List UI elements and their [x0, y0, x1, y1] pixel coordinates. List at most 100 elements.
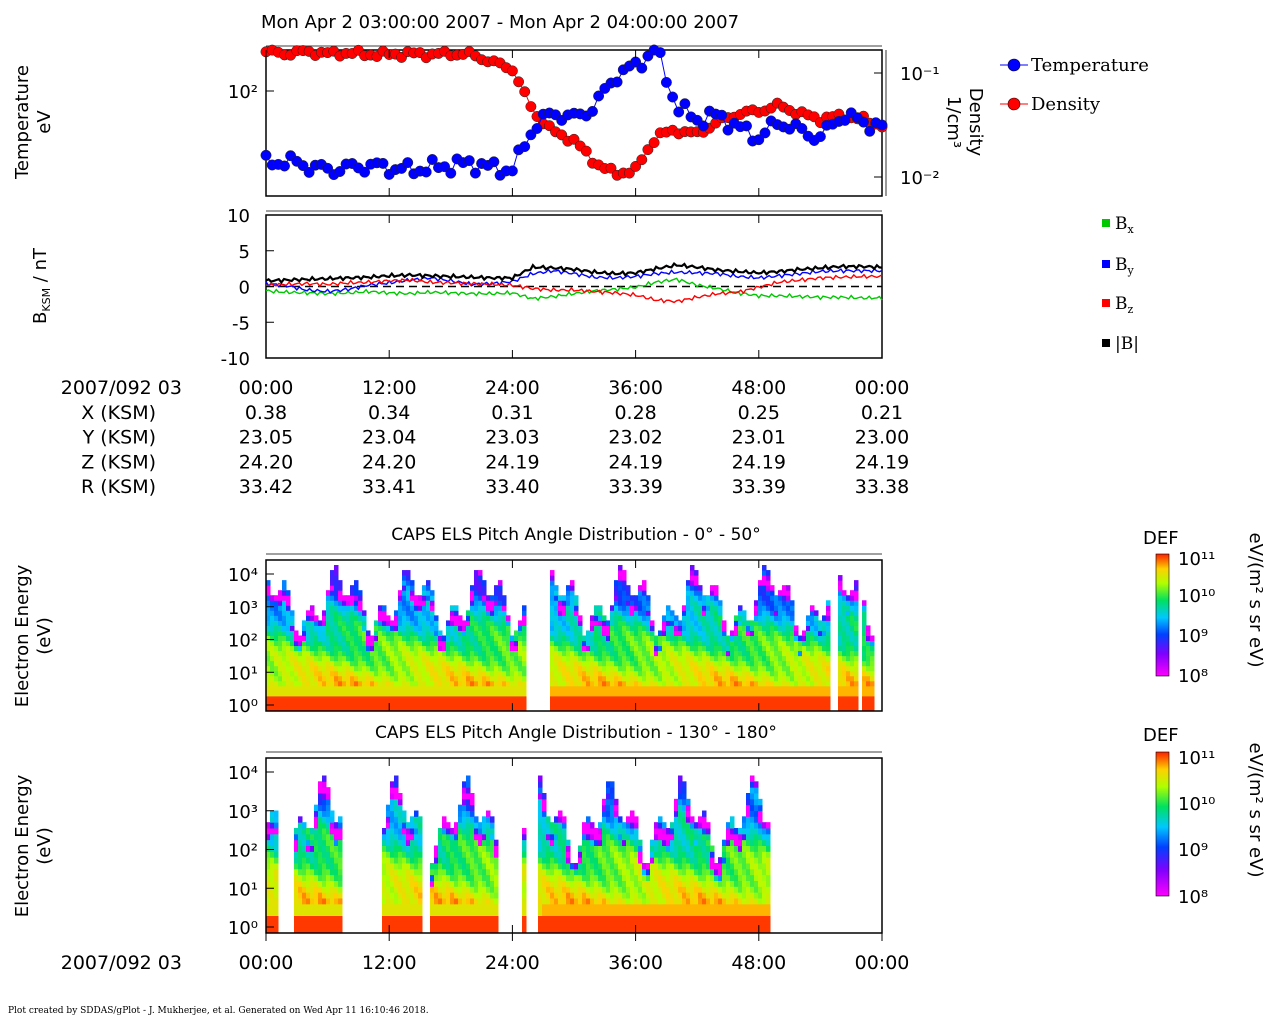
spectrogram-cell	[574, 898, 579, 905]
temperature-point	[463, 155, 475, 167]
spectrogram-cell	[710, 640, 715, 647]
spectrogram-cell	[554, 615, 559, 621]
spectrogram-cell	[626, 903, 631, 911]
spectrogram-cell	[410, 595, 415, 601]
spectrogram-cell	[490, 927, 495, 934]
spectrogram-cell	[394, 927, 399, 934]
spectrogram-cell	[394, 816, 399, 823]
spectrogram-cell	[754, 620, 759, 626]
spectrogram-cell	[310, 610, 315, 616]
spectrogram-cell	[346, 620, 351, 626]
spectrogram-cell	[454, 822, 459, 829]
spectrogram-cell	[618, 665, 623, 672]
spectrogram-cell	[770, 600, 775, 606]
ephemeris-row-label: Z (KSM)	[81, 451, 156, 473]
spectrogram-cell	[806, 630, 811, 636]
spectrogram-cell	[790, 655, 795, 662]
spectrogram-cell	[330, 640, 335, 647]
spectrogram-cell	[642, 675, 647, 682]
spectrogram-cell	[398, 700, 403, 707]
spectrogram-cell	[554, 833, 559, 841]
spectrogram-cell	[318, 685, 323, 692]
spectrogram-cell	[674, 645, 679, 652]
spectrogram-cell	[474, 660, 479, 667]
spectrogram-cell	[562, 868, 567, 876]
spectrogram-cell	[742, 660, 747, 667]
spectrogram-column	[374, 620, 379, 712]
spectrogram-cell	[406, 660, 411, 667]
spectrogram-cell	[354, 605, 359, 611]
spectrogram-cell	[406, 620, 411, 626]
spectrogram-cell	[454, 685, 459, 692]
spectrogram-cell	[434, 625, 439, 631]
spectrogram-cell	[330, 921, 335, 928]
spectrogram-cell	[598, 903, 603, 911]
ephemeris-value: 0.21	[861, 402, 903, 424]
spectrogram-cell	[286, 670, 291, 677]
spectrogram-cell	[798, 665, 803, 672]
ephemeris-value: 33.41	[362, 476, 416, 498]
spectrogram-cell	[430, 615, 435, 621]
spectrogram-cell	[330, 575, 335, 581]
spectrogram-cell	[270, 660, 275, 667]
spectrogram-cell	[466, 787, 471, 794]
spectrogram-cell	[318, 880, 323, 887]
spectrogram-cell	[522, 680, 527, 687]
spectrogram-cell	[274, 915, 279, 922]
spectrogram-cell	[562, 851, 567, 858]
spectrogram-cell	[702, 665, 707, 672]
spectrogram-cell	[622, 700, 627, 707]
spectrogram-cell	[822, 625, 827, 631]
spectrogram-cell	[666, 705, 671, 712]
spectrogram-cell	[330, 845, 335, 852]
spectrogram-cell	[558, 874, 563, 881]
spectrogram-cell	[270, 630, 275, 636]
spectrogram-cell	[318, 868, 323, 876]
spectrogram-cell	[746, 700, 751, 707]
spectrogram-cell	[398, 670, 403, 677]
spectrogram-cell	[762, 615, 767, 621]
spectrogram-cell	[310, 690, 315, 697]
spectrogram-cell	[414, 810, 419, 817]
spectrogram-cell	[566, 898, 571, 905]
spectrogram-cell	[402, 863, 407, 870]
spectrogram-cell	[594, 851, 599, 858]
spectrogram-cell	[590, 822, 595, 829]
spectrogram-cell	[514, 655, 519, 662]
spectrogram-cell	[766, 690, 771, 697]
density-point	[636, 154, 648, 166]
spectrogram-cell	[302, 863, 307, 870]
spectrogram-cell	[538, 898, 543, 905]
spectrogram-cell	[838, 580, 843, 586]
spectrogram-cell	[554, 645, 559, 652]
spectrogram-cell	[298, 898, 303, 905]
spectrogram-cell	[706, 620, 711, 626]
spectrogram-cell	[690, 645, 695, 652]
spectrogram-cell	[450, 670, 455, 677]
spectrogram-cell	[782, 685, 787, 692]
temperature-point	[402, 157, 414, 169]
spectrogram-cell	[458, 665, 463, 672]
spectrogram-cell	[590, 903, 595, 911]
spectrogram-column	[782, 585, 787, 712]
spectrogram-cell	[786, 645, 791, 652]
spectrogram-cell	[506, 705, 511, 712]
spectrogram-cell	[382, 700, 387, 707]
spectrogram-cell	[270, 610, 275, 616]
spectrogram-cell	[854, 660, 859, 667]
spectrogram-cell	[334, 650, 339, 657]
spectrogram-cell	[402, 874, 407, 881]
spectrogram-column	[630, 595, 635, 712]
spectrogram-cell	[474, 625, 479, 631]
spectrogram-cell	[674, 655, 679, 662]
spectrogram-cell	[602, 857, 607, 864]
spectrogram-cell	[314, 690, 319, 697]
spectrogram-cell	[294, 886, 299, 893]
spectrogram-cell	[642, 615, 647, 621]
spectrogram-cell	[490, 695, 495, 702]
spectrogram-cell	[302, 874, 307, 881]
spectrogram-cell	[362, 690, 367, 697]
spectrogram-cell	[586, 863, 591, 870]
spectrogram-cell	[482, 660, 487, 667]
density-point	[519, 86, 531, 98]
